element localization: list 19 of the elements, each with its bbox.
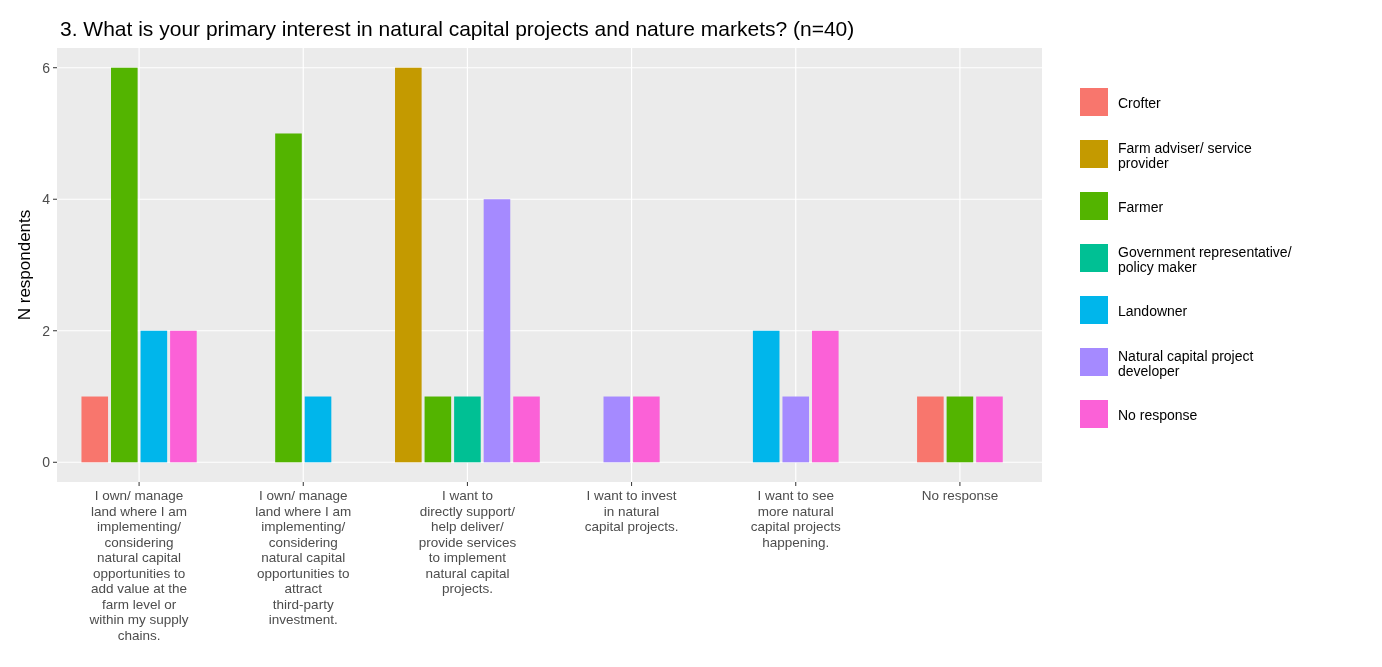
legend-label: Government representative/ policy maker [1118, 243, 1292, 275]
x-tick-label: I want to invest in natural capital projects. [584, 488, 679, 534]
y-tick-label: 4 [42, 191, 51, 208]
category-label: I own/ manage land where I am implementing/ considering natural capital opportunities to add value at the farm level or within my supply chains. [89, 488, 189, 643]
category-label: I own/ manage land where I am implementing/ considering natural capital opportunities to attract third-party investment. [255, 488, 352, 627]
legend-label: Landowner [1118, 303, 1188, 319]
x-tick-label: I want to see more natural capital projects happening. [750, 488, 842, 550]
y-tick-label: 2 [42, 322, 51, 339]
legend-label: Farmer [1118, 199, 1164, 215]
chart-title: 3. What is your primary interest in natural capital projects and nature markets? (n=40) [60, 17, 855, 40]
x-tick-label: I want to directly support/ help deliver/ provide services to implement natural capital projects. [418, 488, 517, 596]
y-axis-title: N respondents [15, 209, 34, 321]
x-tick-label: No response [921, 488, 999, 503]
y-tick-label: 6 [42, 59, 51, 76]
y-tick-label: 0 [42, 454, 51, 471]
legend-label: No response [1118, 407, 1198, 423]
legend-label: Natural capital project developer [1118, 347, 1254, 379]
legend-label: Farm adviser/ service provider [1118, 139, 1253, 171]
legend-label: Crofter [1118, 95, 1162, 111]
